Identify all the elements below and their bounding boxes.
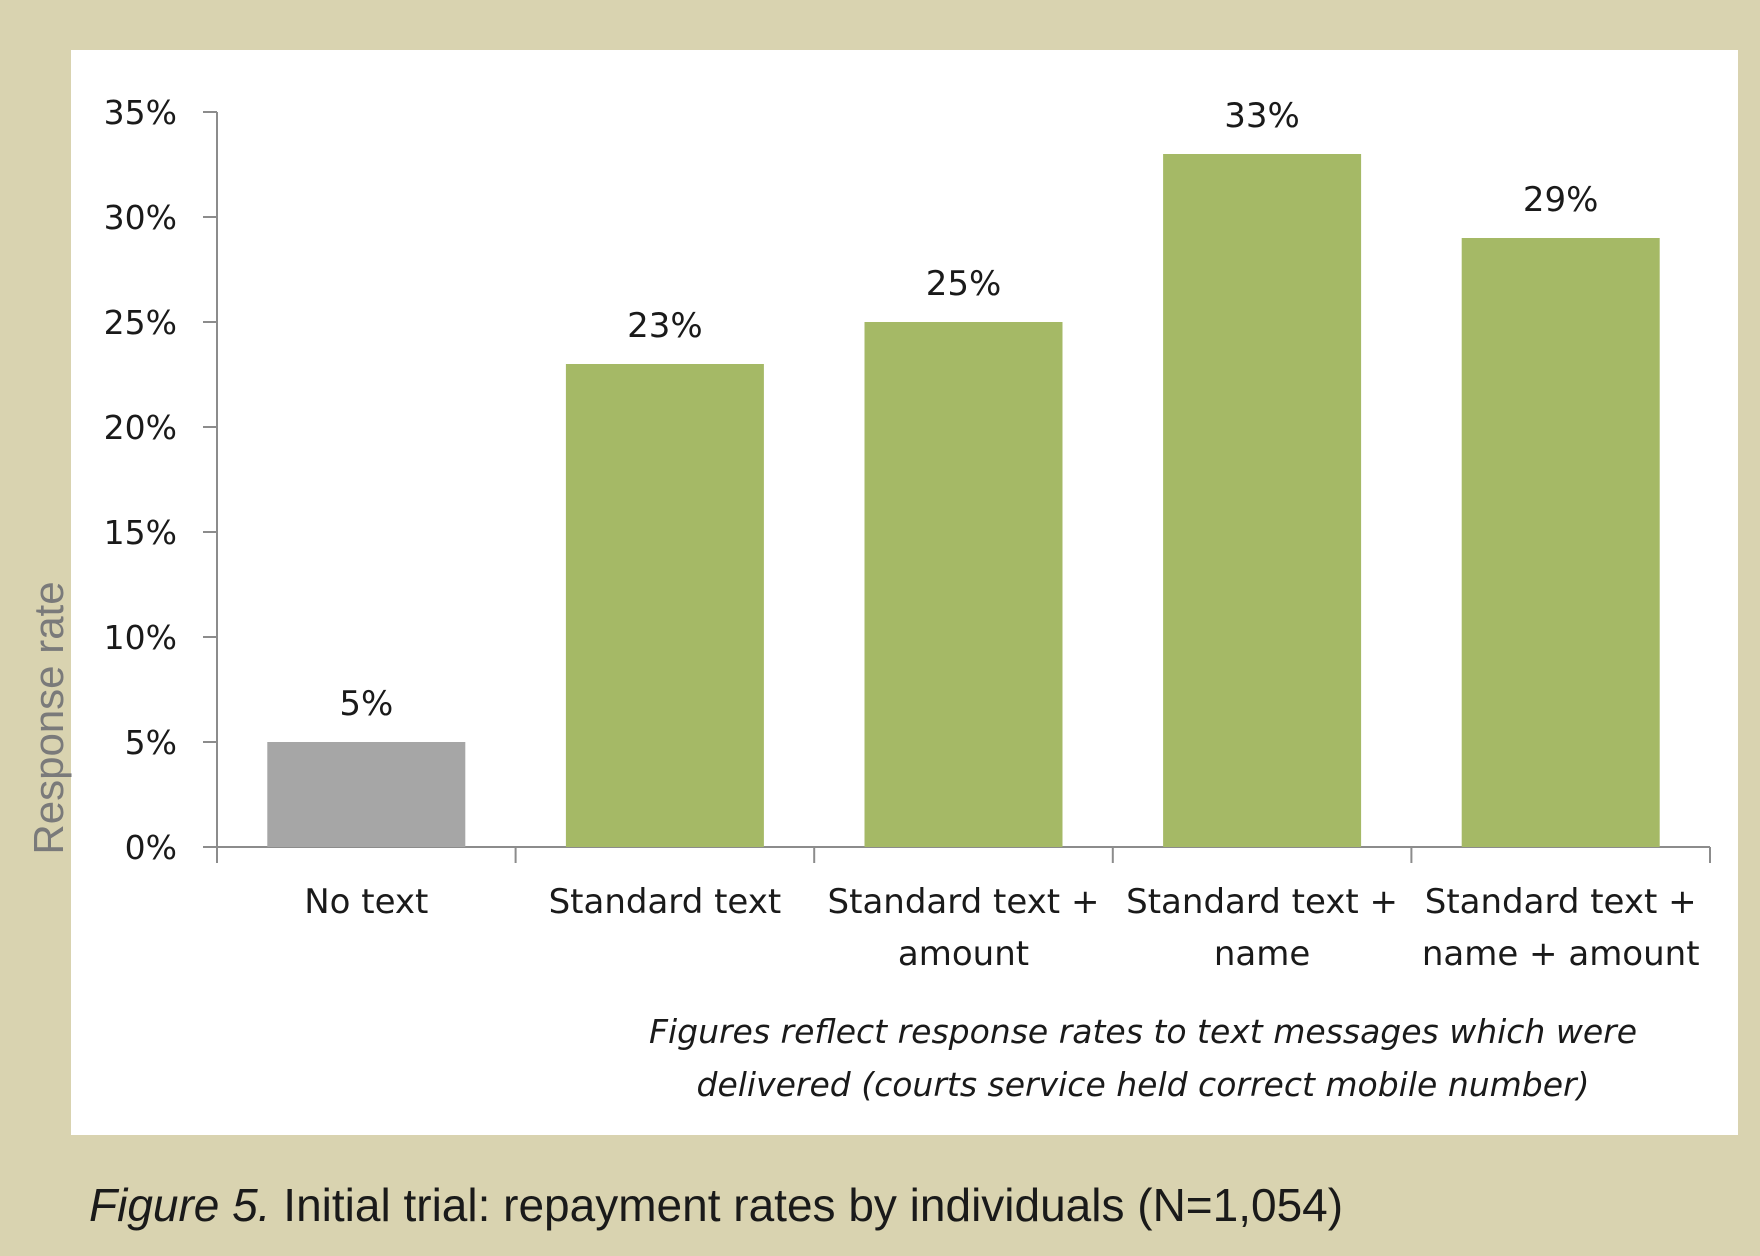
x-tick-label: Standard text + name + amount [1421, 882, 1700, 974]
bar-3 [864, 322, 1063, 847]
bar-1 [267, 742, 466, 847]
y-axis-label: Response rate [25, 581, 72, 855]
y-tick-label: 5% [125, 723, 177, 762]
figure-caption: Figure 5. Initial trial: repayment rates… [89, 1178, 1343, 1232]
y-tick-label: 35% [104, 93, 177, 132]
data-label: 5% [339, 684, 393, 724]
y-tick-label: 0% [125, 828, 177, 867]
bar-4 [1163, 154, 1362, 847]
data-label: 29% [1523, 180, 1599, 220]
y-tick-label: 25% [104, 303, 177, 342]
x-tick-label: Standard text [548, 882, 782, 922]
x-tick-label: Standard text + amount [827, 882, 1100, 974]
bar-5 [1461, 238, 1660, 847]
x-tick-label: No text [304, 882, 429, 922]
chart-annotation: Figures reflect response rates to text m… [648, 1012, 1638, 1104]
y-tick-label: 15% [104, 513, 177, 552]
data-label: 33% [1224, 96, 1300, 136]
caption-text: Initial trial: repayment rates by indivi… [270, 1179, 1344, 1231]
y-tick-label: 10% [104, 618, 177, 657]
data-label: 25% [926, 264, 1002, 304]
y-tick-label: 30% [104, 198, 177, 237]
x-tick-label: Standard text + name [1126, 882, 1399, 974]
data-label: 23% [627, 306, 703, 346]
figure-label: Figure 5. [89, 1179, 271, 1231]
y-tick-label: 20% [104, 408, 177, 447]
bar-2 [565, 364, 764, 847]
